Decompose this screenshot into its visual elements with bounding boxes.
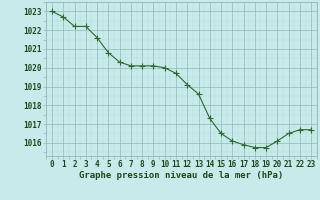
X-axis label: Graphe pression niveau de la mer (hPa): Graphe pression niveau de la mer (hPa) (79, 171, 284, 180)
